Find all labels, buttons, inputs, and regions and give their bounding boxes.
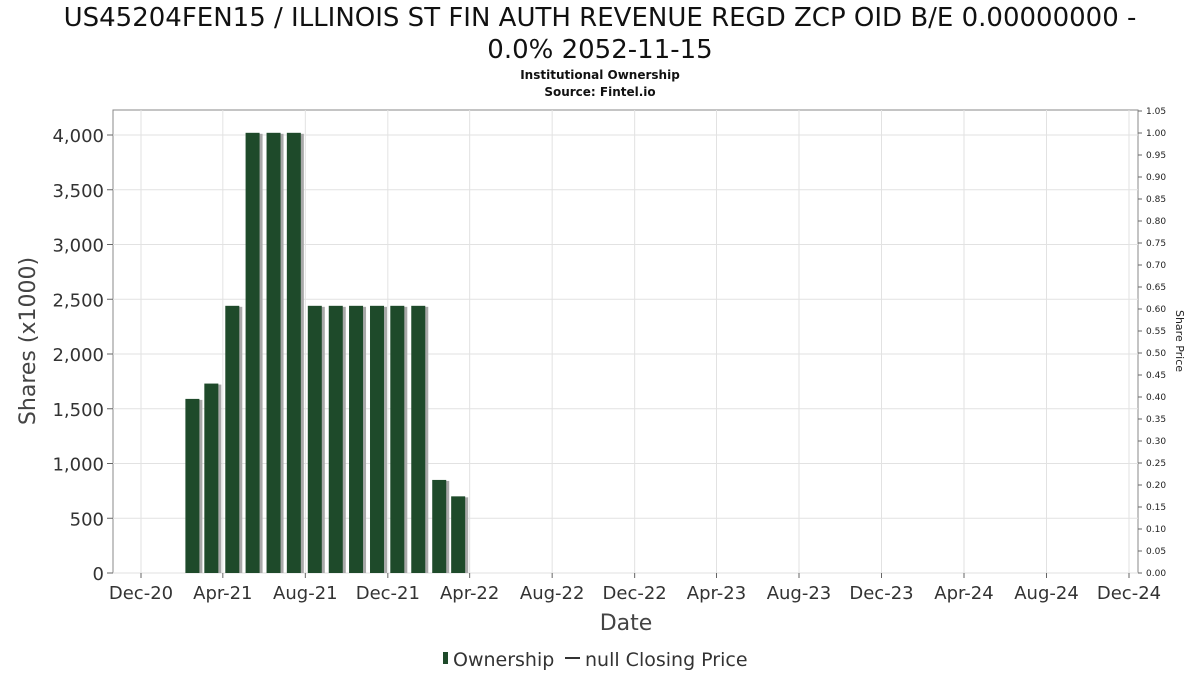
bar-ownership	[432, 479, 447, 573]
legend-ownership-label: Ownership	[453, 649, 554, 671]
y2-tick-label: 0.05	[1146, 547, 1166, 557]
x-tick-label: Dec-23	[849, 583, 913, 604]
y2-axis-title: Share Price	[1173, 310, 1186, 372]
bar-ownership	[370, 305, 385, 573]
y-axis-title: Shares (x1000)	[16, 257, 41, 425]
legend: Ownership null Closing Price	[443, 649, 748, 671]
x-tick-label: Apr-24	[934, 583, 993, 604]
x-tick-label: Aug-22	[520, 583, 585, 604]
y2-tick-label: 1.05	[1146, 107, 1166, 117]
y2-tick-label: 0.70	[1146, 261, 1166, 271]
x-tick-label: Dec-24	[1097, 583, 1161, 604]
plot-area	[112, 109, 1139, 574]
bar-ownership	[390, 305, 405, 573]
bar-ownership	[451, 496, 466, 573]
x-axis: Dec-20 Apr-21 Aug-21 Dec-21 Apr-22 Aug-22 Dec-…	[109, 573, 1161, 604]
y-tick-label: 2,500	[52, 290, 104, 311]
x-axis-title: Date	[600, 611, 653, 636]
legend-price-label: null Closing Price	[585, 649, 748, 671]
bar-ownership	[225, 305, 240, 573]
y2-tick-label: 0.90	[1146, 173, 1166, 183]
legend-ownership-swatch	[443, 652, 448, 664]
x-tick-label: Aug-21	[273, 583, 338, 604]
bar-ownership	[328, 305, 343, 573]
y-tick-label: 2,000	[52, 345, 104, 366]
y-tick-label: 4,000	[52, 126, 104, 147]
y2-tick-label: 0.15	[1146, 503, 1166, 513]
y-tick-label: 1,000	[52, 455, 104, 476]
bar-ownership	[204, 383, 219, 573]
y2-tick-label: 0.45	[1146, 371, 1166, 381]
y2-tick-label: 0.00	[1146, 569, 1166, 579]
y2-tick-label: 0.80	[1146, 217, 1166, 227]
y-tick-label: 1,500	[52, 400, 104, 421]
y2-tick-label: 0.75	[1146, 239, 1166, 249]
y2-tick-label: 1.00	[1146, 129, 1166, 139]
y-tick-label: 3,000	[52, 236, 104, 257]
chart-title-line-2: 0.0% 2052-11-15	[487, 35, 713, 65]
x-tick-label: Aug-23	[767, 583, 832, 604]
y2-tick-label: 0.55	[1146, 327, 1166, 337]
chart-title: US45204FEN15 / ILLINOIS ST FIN AUTH REVE…	[0, 0, 1200, 66]
y2-tick-label: 0.95	[1146, 151, 1166, 161]
y-tick-label: 0	[93, 564, 104, 585]
y2-tick-label: 0.25	[1146, 459, 1166, 469]
y2-tick-label: 0.10	[1146, 525, 1166, 535]
chart-title-line-1: US45204FEN15 / ILLINOIS ST FIN AUTH REVE…	[63, 3, 1137, 33]
bar-ownership	[349, 305, 364, 573]
y-tick-label: 500	[70, 509, 104, 530]
y2-tick-label: 0.35	[1146, 415, 1166, 425]
y-axis-right: 0.00 0.05 0.10 0.15 0.20 0.25 0.30 0.35 0.40 0.45…	[1138, 107, 1166, 579]
y2-tick-label: 0.65	[1146, 283, 1166, 293]
y2-tick-label: 0.30	[1146, 437, 1166, 447]
x-tick-label: Apr-22	[440, 583, 499, 604]
y-tick-label: 3,500	[52, 181, 104, 202]
y-axis-left: 0 500 1,000 1,500 2,000 2,500 3,000 3,500 4,000	[52, 126, 113, 585]
y2-tick-label: 0.40	[1146, 393, 1166, 403]
x-tick-label: Apr-23	[687, 583, 746, 604]
chart-source: Source: Fintel.io	[544, 85, 656, 99]
x-tick-label: Dec-22	[603, 583, 667, 604]
bar-series	[185, 132, 469, 573]
x-tick-label: Dec-21	[356, 583, 420, 604]
x-tick-label: Dec-20	[109, 583, 173, 604]
bar-ownership	[185, 398, 200, 573]
bar-ownership	[411, 305, 426, 573]
bar-ownership	[307, 305, 322, 573]
x-tick-label: Apr-21	[193, 583, 252, 604]
y2-tick-label: 0.20	[1146, 481, 1166, 491]
bar-ownership	[266, 132, 281, 573]
grid-lines	[113, 110, 1138, 574]
bar-ownership	[245, 132, 260, 573]
y2-tick-label: 0.85	[1146, 195, 1166, 205]
y2-tick-label: 0.60	[1146, 305, 1166, 315]
bar-ownership	[286, 132, 301, 573]
y2-tick-label: 0.50	[1146, 349, 1166, 359]
x-tick-label: Aug-24	[1014, 583, 1079, 604]
chart-subtitle: Institutional Ownership	[520, 68, 680, 82]
